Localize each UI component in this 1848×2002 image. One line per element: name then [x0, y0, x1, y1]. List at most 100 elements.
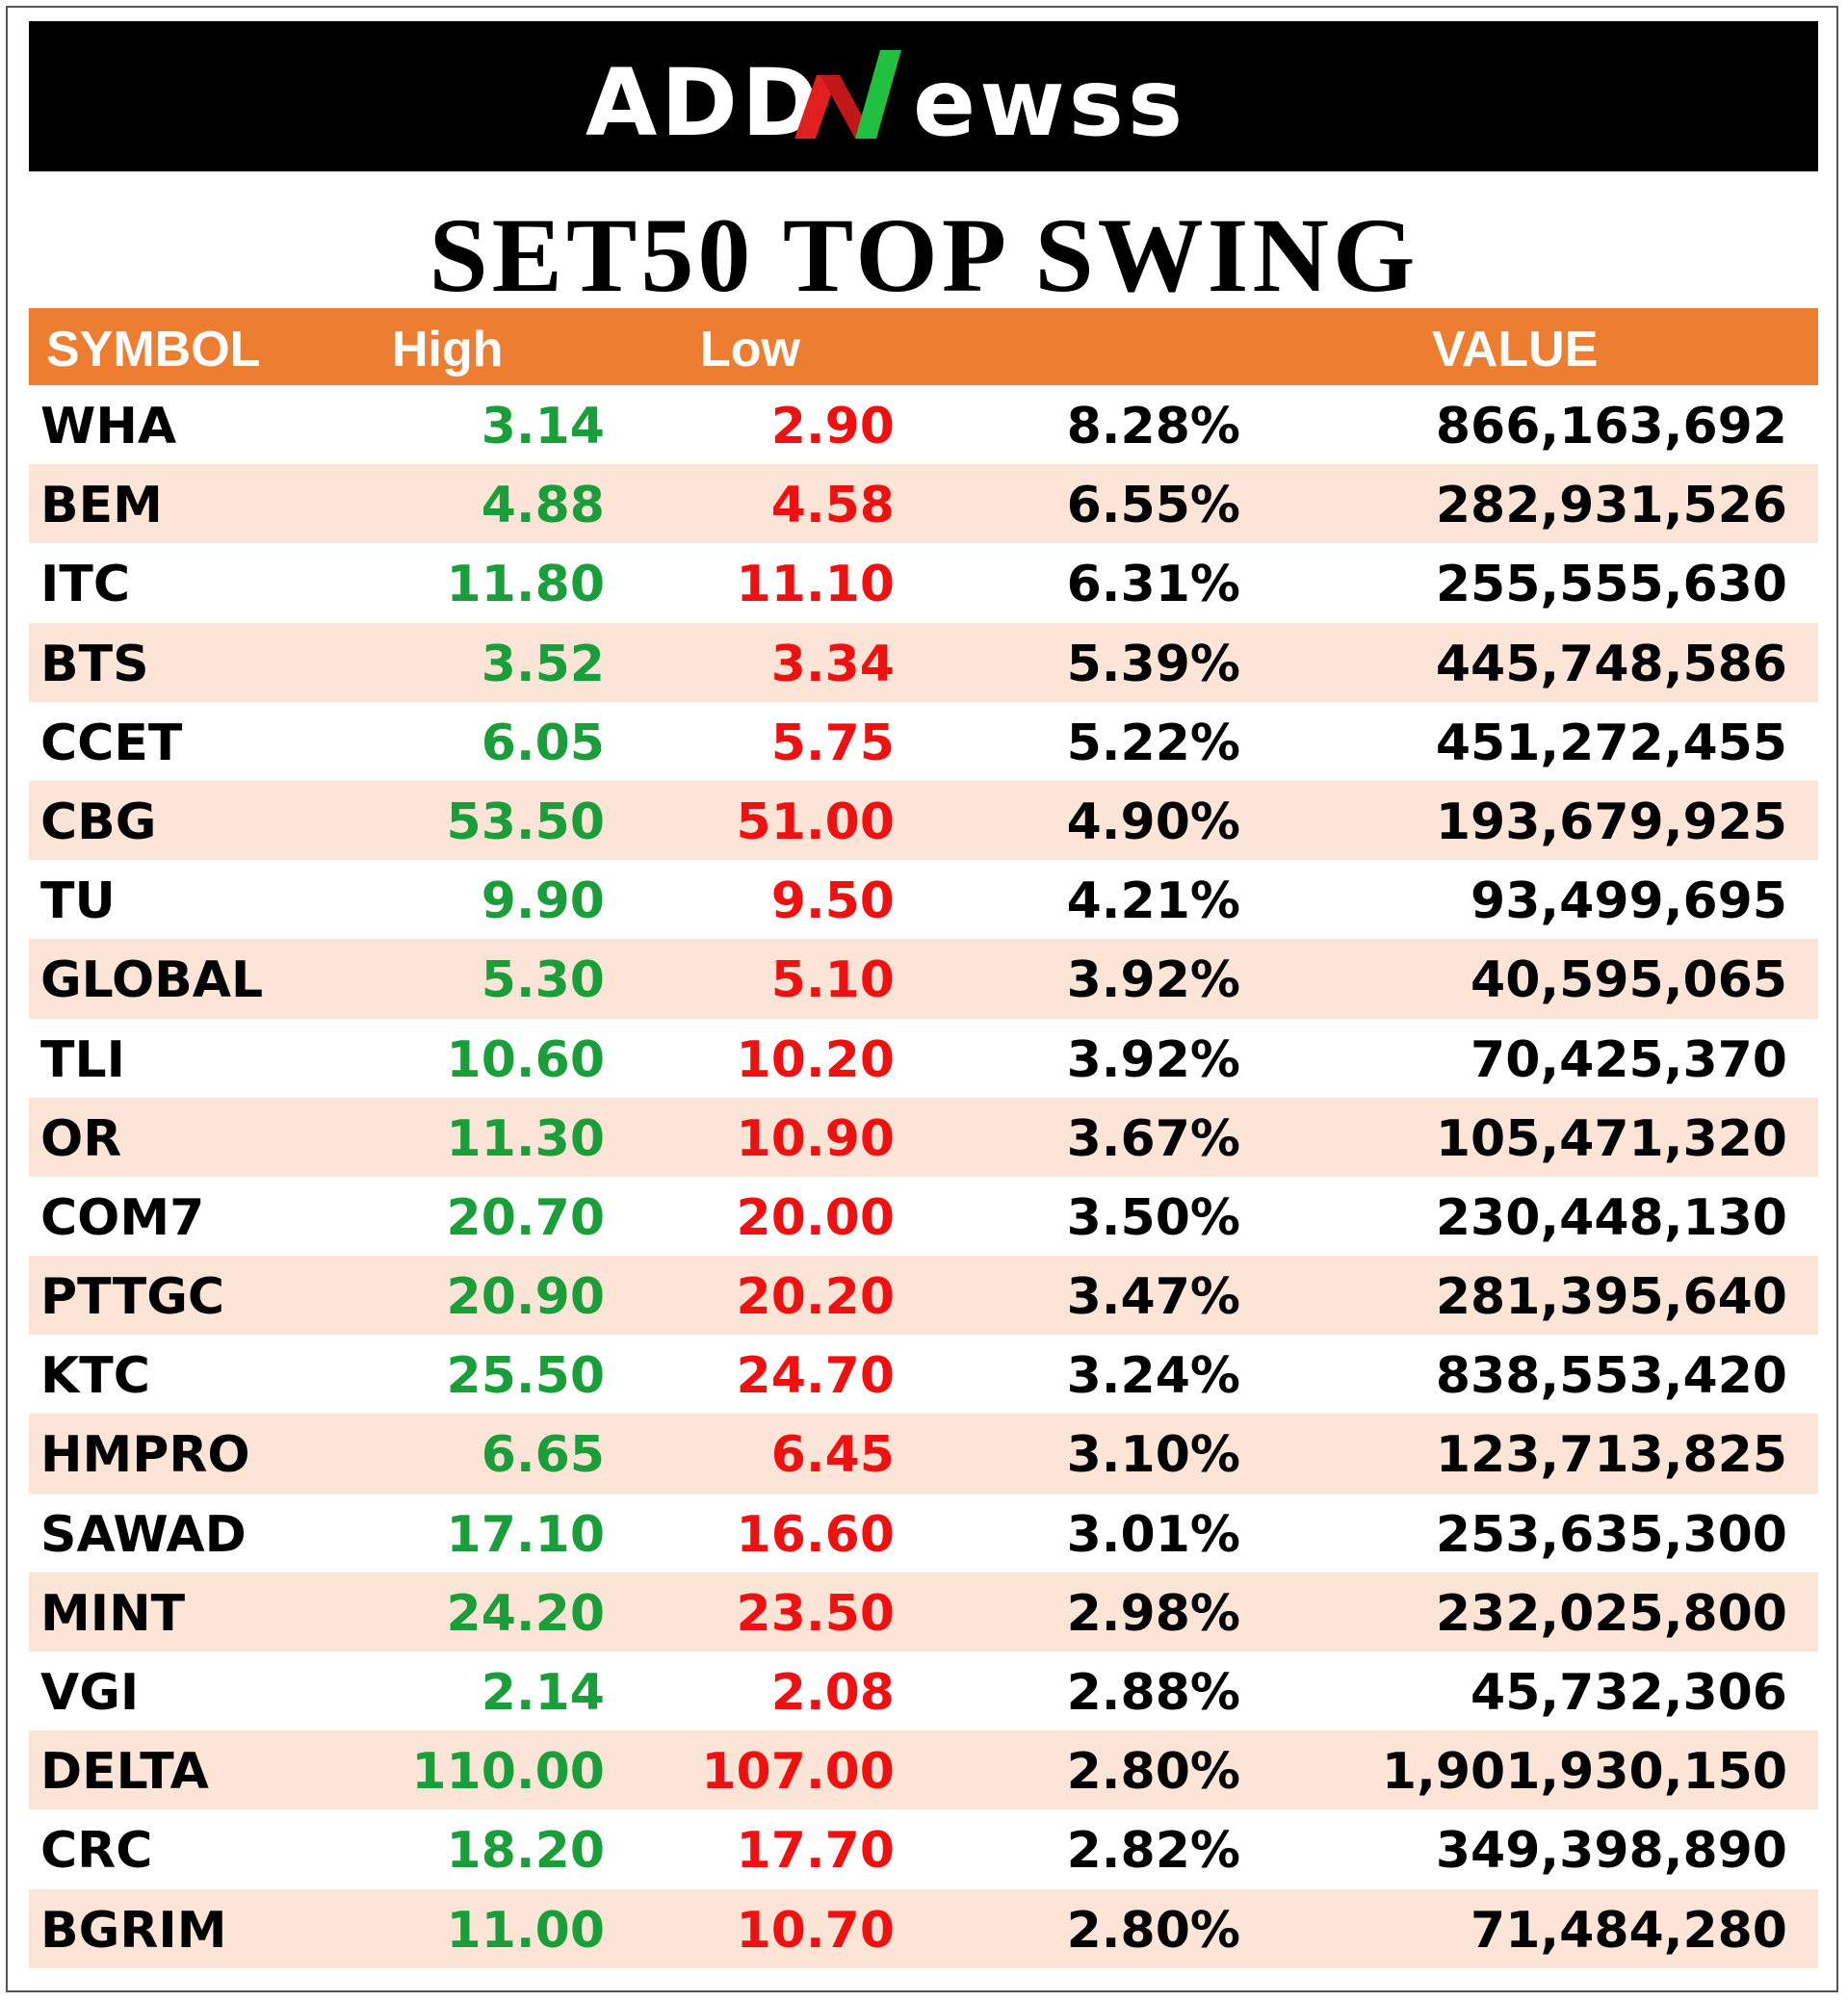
symbol-cell: BGRIM: [40, 1901, 227, 1960]
table-row: MINT 24.20 23.50 2.98% 232,025,800: [29, 1572, 1818, 1651]
high-cell: 24.20: [446, 1584, 605, 1643]
table-row: BEM 4.88 4.58 6.55% 282,931,526: [29, 464, 1818, 544]
symbol-cell: BEM: [40, 477, 163, 535]
value-cell: 445,748,586: [1435, 635, 1787, 693]
high-cell: 6.65: [481, 1426, 605, 1485]
table-row: BGRIM 11.00 10.70 2.80% 71,484,280: [29, 1888, 1818, 1968]
value-cell: 232,025,800: [1435, 1584, 1787, 1643]
table-header: SYMBOL High Low VALUE: [29, 308, 1818, 385]
value-cell: 838,553,420: [1435, 1347, 1787, 1406]
swing-percent-cell: 2.98%: [1066, 1584, 1240, 1643]
swing-percent-cell: 8.28%: [1066, 398, 1240, 455]
low-cell: 10.20: [736, 1030, 895, 1089]
value-cell: 193,679,925: [1435, 793, 1787, 851]
high-cell: 25.50: [446, 1347, 605, 1406]
header-symbol: SYMBOL: [46, 322, 261, 377]
swing-percent-cell: 4.90%: [1066, 793, 1240, 851]
symbol-cell: DELTA: [40, 1743, 209, 1802]
low-cell: 24.70: [736, 1347, 895, 1406]
swing-percent-cell: 3.92%: [1066, 1030, 1240, 1089]
value-cell: 866,163,692: [1435, 398, 1787, 455]
table-row: TLI 10.60 10.20 3.92% 70,425,370: [29, 1019, 1818, 1098]
high-cell: 11.30: [446, 1109, 605, 1168]
table-row: DELTA 110.00 107.00 2.80% 1,901,930,150: [29, 1730, 1818, 1810]
value-cell: 349,398,890: [1435, 1822, 1787, 1881]
value-cell: 45,732,306: [1471, 1664, 1787, 1722]
value-cell: 105,471,320: [1435, 1109, 1787, 1168]
table-row: SAWAD 17.10 16.60 3.01% 253,635,300: [29, 1494, 1818, 1573]
table-row: CCET 6.05 5.75 5.22% 451,272,455: [29, 702, 1818, 781]
logo-banner: ADD ewss: [29, 21, 1818, 171]
low-cell: 10.90: [736, 1109, 895, 1168]
table-row: ITC 11.80 11.10 6.31% 255,555,630: [29, 543, 1818, 622]
swing-percent-cell: 5.39%: [1066, 635, 1240, 693]
symbol-cell: CRC: [40, 1822, 153, 1881]
swing-percent-cell: 6.55%: [1066, 477, 1240, 535]
table-row: HMPRO 6.65 6.45 3.10% 123,713,825: [29, 1414, 1818, 1494]
value-cell: 123,713,825: [1435, 1426, 1787, 1485]
low-cell: 17.70: [736, 1822, 895, 1881]
high-cell: 5.30: [481, 951, 605, 1010]
value-cell: 255,555,630: [1435, 556, 1787, 614]
high-cell: 17.10: [446, 1505, 605, 1564]
low-cell: 16.60: [736, 1505, 895, 1564]
table-row: KTC 25.50 24.70 3.24% 838,553,420: [29, 1335, 1818, 1414]
symbol-cell: HMPRO: [40, 1426, 250, 1485]
value-cell: 71,484,280: [1471, 1901, 1787, 1960]
swing-percent-cell: 3.50%: [1066, 1188, 1240, 1247]
low-cell: 10.70: [736, 1901, 895, 1960]
low-cell: 20.00: [736, 1188, 895, 1247]
high-cell: 3.52: [481, 635, 605, 693]
swing-percent-cell: 2.88%: [1066, 1664, 1240, 1722]
symbol-cell: SAWAD: [40, 1505, 247, 1564]
swing-percent-cell: 2.80%: [1066, 1901, 1240, 1960]
high-cell: 20.90: [446, 1268, 605, 1327]
low-cell: 6.45: [770, 1426, 895, 1485]
swing-percent-cell: 3.01%: [1066, 1505, 1240, 1564]
symbol-cell: PTTGC: [40, 1268, 225, 1327]
low-cell: 20.20: [736, 1268, 895, 1327]
swing-percent-cell: 4.21%: [1066, 872, 1240, 931]
logo-text-right: ewss: [913, 49, 1186, 157]
table-row: COM7 20.70 20.00 3.50% 230,448,130: [29, 1177, 1818, 1256]
logo-n-mark: [794, 50, 901, 139]
high-cell: 3.14: [481, 398, 605, 455]
symbol-cell: GLOBAL: [40, 951, 264, 1010]
low-cell: 4.58: [770, 477, 895, 535]
swing-percent-cell: 3.10%: [1066, 1426, 1240, 1485]
table-row: OR 11.30 10.90 3.67% 105,471,320: [29, 1097, 1818, 1177]
high-cell: 11.00: [446, 1901, 605, 1960]
swing-percent-cell: 6.31%: [1066, 556, 1240, 614]
value-cell: 451,272,455: [1435, 714, 1787, 772]
header-value: VALUE: [1432, 322, 1599, 377]
symbol-cell: TLI: [40, 1030, 125, 1089]
low-cell: 51.00: [736, 793, 895, 851]
symbol-cell: COM7: [40, 1188, 205, 1247]
high-cell: 2.14: [481, 1664, 605, 1722]
value-cell: 40,595,065: [1471, 951, 1787, 1010]
high-cell: 4.88: [481, 477, 605, 535]
symbol-cell: ITC: [40, 556, 130, 614]
swing-percent-cell: 2.80%: [1066, 1743, 1240, 1802]
high-cell: 9.90: [481, 872, 605, 931]
header-high: High: [392, 322, 504, 377]
value-cell: 93,499,695: [1471, 872, 1787, 931]
symbol-cell: WHA: [40, 398, 177, 455]
symbol-cell: MINT: [40, 1584, 186, 1643]
high-cell: 20.70: [446, 1188, 605, 1247]
low-cell: 11.10: [736, 556, 895, 614]
value-cell: 281,395,640: [1435, 1268, 1787, 1327]
table-row: WHA 3.14 2.90 8.28% 866,163,692: [29, 385, 1818, 464]
swing-table: SYMBOL High Low VALUE WHA 3.14 2.90 8.28% 86…: [29, 308, 1818, 1968]
high-cell: 53.50: [446, 793, 605, 851]
symbol-cell: CCET: [40, 714, 183, 772]
symbol-cell: OR: [40, 1109, 122, 1168]
swing-percent-cell: 3.47%: [1066, 1268, 1240, 1327]
low-cell: 3.34: [770, 635, 895, 693]
low-cell: 2.90: [770, 398, 895, 455]
low-cell: 9.50: [770, 872, 895, 931]
low-cell: 23.50: [736, 1584, 895, 1643]
low-cell: 5.75: [770, 714, 895, 772]
table-row: TU 9.90 9.50 4.21% 93,499,695: [29, 860, 1818, 939]
table-body: WHA 3.14 2.90 8.28% 866,163,692 BEM 4.88 4.58 6.…: [29, 385, 1818, 1968]
